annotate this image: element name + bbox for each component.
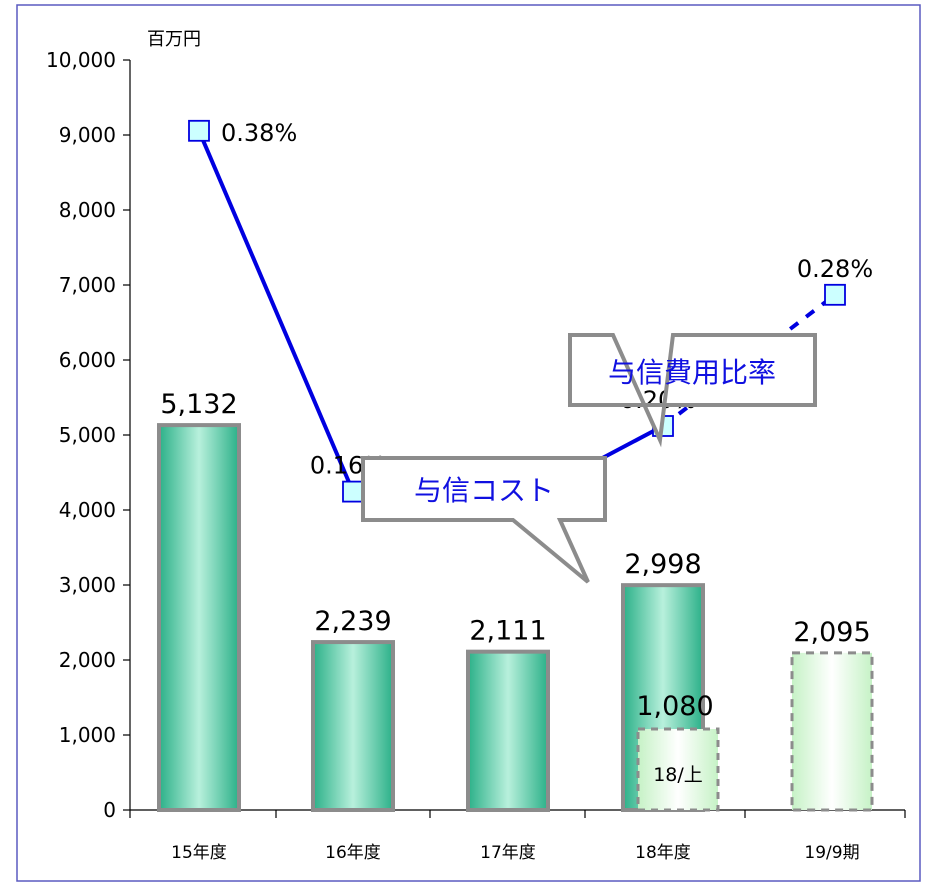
bar-value-label: 2,111 <box>469 616 546 647</box>
bar-series: 5,132 2,239 2,111 2,998 2,095 1,080 18/上 <box>157 389 874 813</box>
inner-bar-value-label: 1,080 <box>636 691 713 722</box>
line-marker <box>342 480 364 503</box>
line-marker <box>824 283 846 306</box>
bar-value-label: 2,095 <box>793 617 870 648</box>
x-tick-label: 15年度 <box>171 843 227 863</box>
line-segment <box>197 130 355 493</box>
bar <box>790 651 874 812</box>
y-tick-label: 0 <box>103 798 116 822</box>
line-value-label: 0.38% <box>221 119 297 147</box>
inner-bar <box>636 727 720 812</box>
axes: 0 1,000 2,000 3,000 4,000 5,000 6,000 7,000 8,00… <box>46 48 906 863</box>
y-tick-label: 5,000 <box>59 423 116 447</box>
x-tick-label: 19/9期 <box>804 843 859 863</box>
callout-box <box>568 333 817 448</box>
y-tick-label: 8,000 <box>59 198 116 222</box>
y-tick-label: 6,000 <box>59 348 116 372</box>
callout-text: 与信コスト <box>414 474 554 507</box>
y-tick-label: 1,000 <box>59 723 116 747</box>
x-tick-label: 17年度 <box>480 843 536 863</box>
callout-text: 与信費用比率 <box>608 356 776 389</box>
y-unit-label: 百万円 <box>147 29 201 50</box>
inner-bar-text: 18/上 <box>653 764 703 786</box>
y-tick-label: 3,000 <box>59 573 116 597</box>
y-tick-label: 4,000 <box>59 498 116 522</box>
callout-box <box>361 456 607 584</box>
bar-value-label: 2,239 <box>314 606 391 637</box>
line-value-label: 0.28% <box>797 255 873 283</box>
line-marker <box>188 119 210 142</box>
bar <box>157 423 241 812</box>
y-tick-label: 10,000 <box>46 48 116 72</box>
y-tick-label: 7,000 <box>59 273 116 297</box>
bar <box>311 640 395 813</box>
x-tick-label: 16年度 <box>325 843 381 863</box>
x-tick-label: 18年度 <box>635 843 691 863</box>
bar-value-label: 5,132 <box>160 389 237 420</box>
y-tick-label: 2,000 <box>59 648 116 672</box>
chart-frame <box>16 4 921 882</box>
bar-value-label: 2,998 <box>624 549 701 580</box>
y-tick-label: 9,000 <box>59 123 116 147</box>
bar <box>466 649 550 812</box>
